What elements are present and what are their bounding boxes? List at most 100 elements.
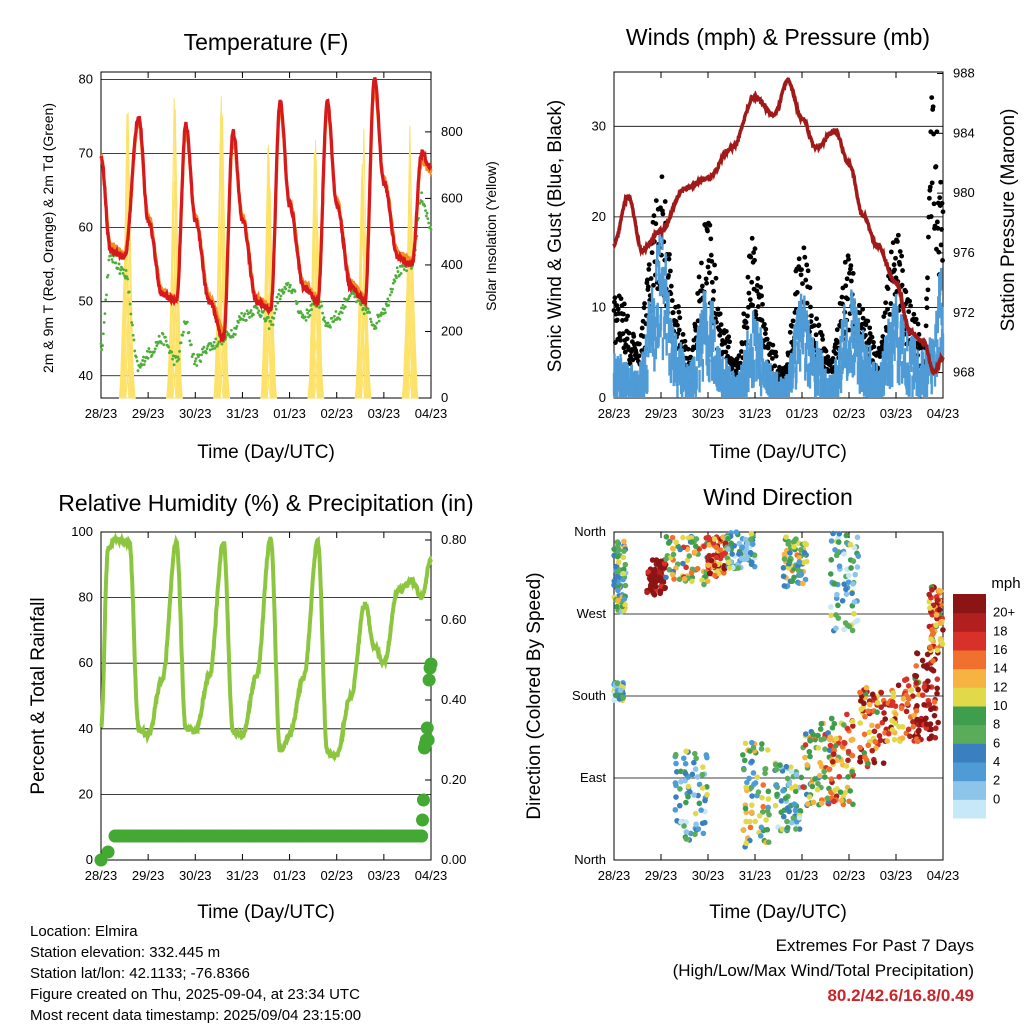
dewpoint-point <box>391 281 395 285</box>
direction-point <box>809 783 816 790</box>
direction-point <box>841 581 848 587</box>
dewpoint-point <box>102 320 106 324</box>
dewpoint-point <box>124 269 128 272</box>
gust-point <box>927 184 933 190</box>
dewpoint-point <box>142 363 146 366</box>
direction-point <box>793 826 799 832</box>
direction-point <box>742 805 749 812</box>
direction-point <box>843 763 850 769</box>
direction-xtick-label: 30/23 <box>692 868 725 883</box>
dewpoint-point <box>170 350 174 354</box>
temperature-y2tick-label: 400 <box>441 257 463 272</box>
gust-point <box>726 334 732 340</box>
dewpoint-point <box>274 307 278 311</box>
gust-point <box>906 309 912 315</box>
direction-point <box>854 564 861 570</box>
gust-point <box>646 266 652 272</box>
gust-point <box>645 284 651 290</box>
gust-point <box>790 318 796 324</box>
direction-point <box>706 570 713 577</box>
dewpoint-point <box>322 316 326 319</box>
direction-xtick-label: 28/23 <box>598 868 631 883</box>
humidity-ytick-label: 40 <box>79 721 93 736</box>
dewpoint-point <box>399 271 403 275</box>
direction-point <box>848 565 854 571</box>
gust-point <box>675 322 680 328</box>
gust-point <box>699 260 704 266</box>
direction-point <box>934 597 941 604</box>
direction-point <box>780 565 787 571</box>
dewpoint-point <box>155 344 159 348</box>
direction-point <box>844 725 851 732</box>
dewpoint-point <box>420 200 424 204</box>
direction-point <box>672 807 679 813</box>
direction-point <box>844 711 850 718</box>
direction-point <box>781 556 788 562</box>
gust-point <box>758 284 764 290</box>
direction-point <box>663 556 669 562</box>
direction-point <box>673 794 679 800</box>
direction-point <box>919 692 926 698</box>
direction-point <box>765 796 772 802</box>
direction-point <box>685 783 692 790</box>
direction-point <box>789 578 796 584</box>
dewpoint-point <box>426 217 430 221</box>
direction-point <box>934 690 940 697</box>
direction-point <box>699 820 706 827</box>
direction-point <box>665 540 672 546</box>
direction-point <box>907 733 913 740</box>
dewpoint-point <box>321 311 324 315</box>
gust-point <box>899 253 905 259</box>
winds-ylabel-right: Station Pressure (Maroon) <box>998 109 1019 332</box>
direction-point <box>812 776 818 782</box>
gust-point <box>814 316 819 322</box>
colorbar-swatch <box>953 631 986 651</box>
direction-point <box>871 728 878 735</box>
direction-point <box>924 651 931 658</box>
dewpoint-point <box>145 349 149 353</box>
dewpoint-point <box>212 340 216 344</box>
direction-point <box>691 759 697 766</box>
gust-point <box>631 334 637 339</box>
colorbar-label: 16 <box>993 642 1007 657</box>
direction-point <box>693 821 699 828</box>
direction-point <box>835 539 842 545</box>
precip-point <box>424 657 438 671</box>
winds-xtick-label: 02/23 <box>833 406 866 421</box>
direction-point <box>694 774 701 780</box>
gust-point <box>848 263 854 269</box>
dewpoint-point <box>117 262 121 266</box>
direction-point <box>758 824 765 831</box>
gust-point <box>760 301 765 307</box>
direction-point <box>806 748 813 755</box>
dewpoint-point <box>101 332 105 336</box>
gust-point <box>923 323 929 329</box>
dewpoint-point <box>122 268 126 272</box>
gust-point <box>752 257 757 263</box>
gust-point <box>651 282 656 288</box>
dewpoint-point <box>192 352 196 356</box>
direction-point <box>826 747 833 754</box>
dewpoint-point <box>101 344 104 347</box>
direction-point <box>828 776 835 782</box>
gust-point <box>636 353 642 359</box>
gust-point <box>933 164 939 169</box>
gust-point <box>718 322 724 328</box>
dewpoint-point <box>326 321 330 325</box>
gust-point <box>937 195 943 201</box>
gust-point <box>804 300 810 306</box>
direction-point <box>614 680 621 687</box>
dewpoint-point <box>208 348 212 352</box>
station-info: Location: Elmira Station elevation: 332.… <box>30 921 361 1026</box>
direction-point <box>862 754 868 760</box>
gust-point <box>883 300 889 306</box>
gust-point <box>696 274 702 280</box>
direction-point <box>700 830 707 837</box>
dewpoint-point <box>99 342 103 346</box>
direction-point <box>866 701 873 708</box>
direction-point <box>701 543 707 550</box>
direction-point <box>928 726 934 733</box>
dewpoint-point <box>126 277 130 281</box>
gust-point <box>799 267 804 273</box>
gust-point <box>856 302 862 308</box>
